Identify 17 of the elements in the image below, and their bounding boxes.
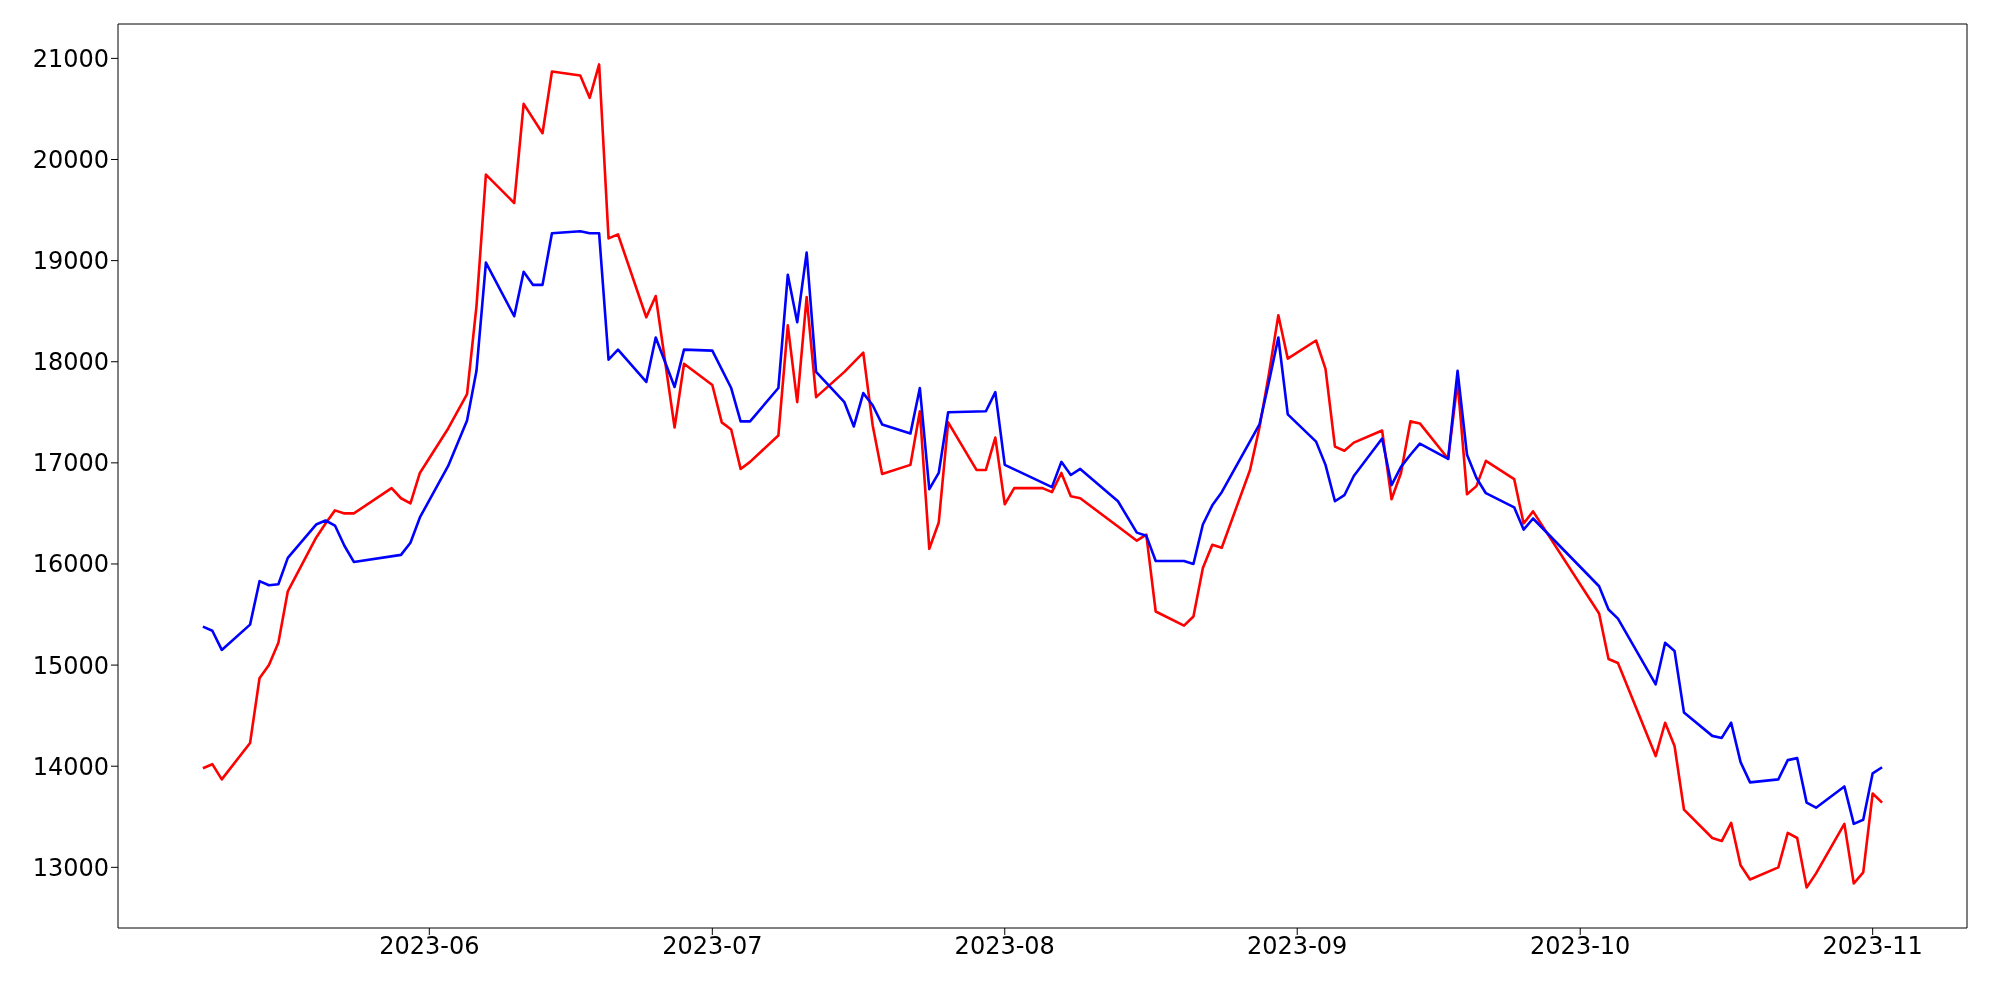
y-tick-label: 21000	[32, 44, 109, 73]
y-tick-label: 19000	[32, 247, 109, 276]
y-tick-label: 16000	[32, 550, 109, 579]
line-series	[201, 63, 1884, 889]
y-tick-label: 15000	[32, 651, 109, 680]
y-tick-label: 18000	[32, 348, 109, 377]
y-tick-label: 20000	[32, 146, 109, 175]
x-tick-label: 2023-11	[1822, 932, 1923, 961]
line-series	[201, 229, 1884, 826]
y-tick-label: 17000	[32, 449, 109, 478]
x-tick-label: 2023-09	[1247, 932, 1348, 961]
x-tick-label: 2023-10	[1530, 932, 1631, 961]
x-tick-label: 2023-08	[954, 932, 1055, 961]
x-tick-label: 2023-07	[662, 932, 763, 961]
x-tick-label: 2023-06	[379, 932, 480, 961]
y-tick-label: 14000	[32, 752, 109, 781]
y-tick-label: 13000	[32, 853, 109, 882]
